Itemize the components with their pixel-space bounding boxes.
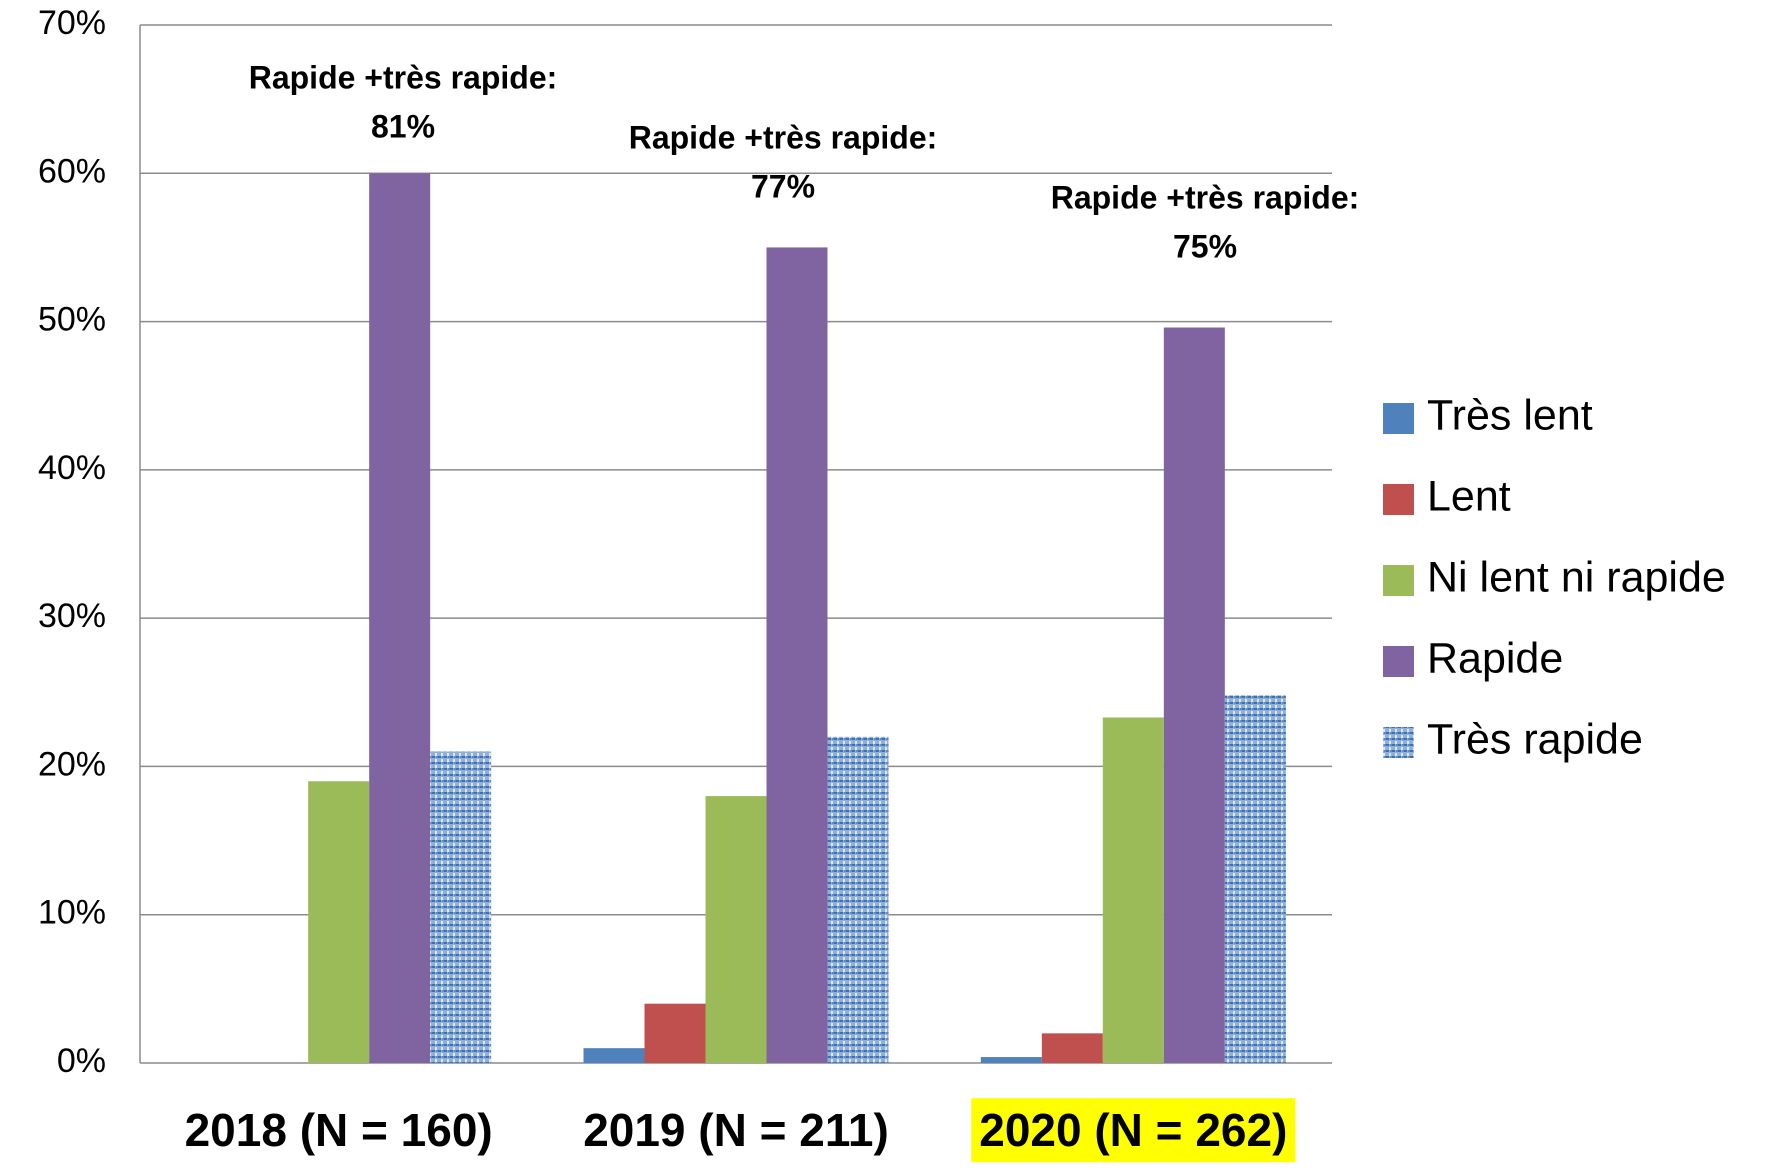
bar <box>308 781 370 1063</box>
y-tick-label: 20% <box>38 745 106 783</box>
legend-swatch <box>1383 403 1414 434</box>
annotation-value: 75% <box>1173 228 1237 264</box>
x-tick-label: 2020 (N = 262) <box>979 1104 1287 1156</box>
bar <box>827 736 889 1063</box>
highlight <box>971 1098 1296 1163</box>
bar <box>583 1048 645 1063</box>
annotation: Rapide +très rapide: <box>1051 179 1360 215</box>
bar <box>980 1057 1042 1063</box>
x-tick-label: 2019 (N = 211) <box>583 1104 889 1156</box>
legend-swatch <box>1383 565 1414 596</box>
y-tick-label: 30% <box>38 597 106 635</box>
bar <box>1041 1033 1103 1063</box>
y-tick-label: 0% <box>57 1042 106 1080</box>
legend-label: Rapide <box>1427 634 1563 682</box>
bar <box>369 173 431 1064</box>
y-tick-label: 50% <box>38 301 106 339</box>
legend-label: Ni lent ni rapide <box>1427 553 1726 601</box>
annotation-value: 81% <box>371 108 435 144</box>
annotation-value: 77% <box>751 168 815 204</box>
legend-swatch <box>1383 727 1414 758</box>
x-tick-label: 2018 (N = 160) <box>185 1104 493 1156</box>
y-tick-label: 40% <box>38 449 106 487</box>
bar <box>705 796 767 1063</box>
legend-swatch <box>1383 484 1414 515</box>
legend-label: Très lent <box>1427 391 1593 439</box>
bar <box>1224 695 1286 1063</box>
legend-label: Très rapide <box>1427 715 1643 763</box>
annotation: Rapide +très rapide: <box>249 59 558 95</box>
bar <box>430 751 492 1063</box>
bar <box>766 247 828 1063</box>
y-tick-label: 10% <box>38 894 106 932</box>
annotation: Rapide +très rapide: <box>629 119 938 155</box>
bar <box>644 1003 706 1063</box>
y-tick-label: 60% <box>38 152 106 190</box>
y-tick-label: 70% <box>38 4 106 42</box>
bar <box>1163 327 1225 1063</box>
legend-label: Lent <box>1427 472 1511 520</box>
legend-swatch <box>1383 646 1414 677</box>
bar <box>1102 717 1164 1063</box>
